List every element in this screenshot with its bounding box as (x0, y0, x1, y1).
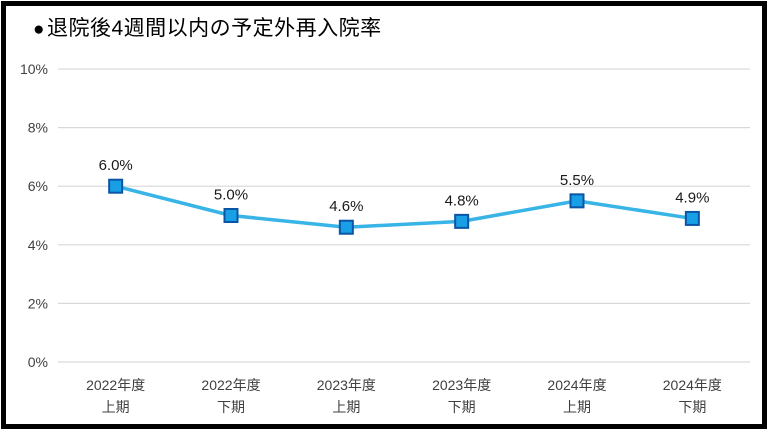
x-tick-label-line1: 2022年度 (201, 377, 260, 393)
title-bullet-icon: ● (33, 19, 45, 40)
y-tick-label: 6% (28, 178, 48, 194)
y-tick-label: 0% (28, 354, 48, 370)
y-tick-label: 10% (20, 61, 48, 77)
data-label: 6.0% (99, 157, 133, 174)
y-tick-label: 8% (28, 120, 48, 136)
data-point-marker (684, 210, 700, 226)
data-point-marker (569, 193, 585, 209)
x-tick-label-line1: 2024年度 (663, 377, 722, 393)
chart-title: ●退院後4週間以内の予定外再入院率 (33, 16, 382, 43)
chart-title-text: 退院後4週間以内の予定外再入院率 (46, 17, 382, 40)
x-tick-label-line1: 2023年度 (432, 377, 491, 393)
x-tick-label-line2: 上期 (563, 399, 591, 415)
x-tick-label-line2: 下期 (678, 399, 706, 415)
data-point-marker (108, 178, 124, 194)
data-label: 4.8% (445, 192, 479, 209)
data-label: 5.0% (214, 187, 248, 204)
y-tick-label: 2% (28, 295, 48, 311)
x-tick-label-line2: 下期 (448, 399, 476, 415)
data-label: 5.5% (560, 172, 594, 189)
data-point-marker (338, 219, 354, 235)
x-tick-label-line2: 下期 (217, 399, 245, 415)
data-label: 4.6% (329, 198, 363, 215)
line-chart-canvas: 0% 2% 4% 6% 8% 10% 6.0% 5.0% 4.6% 4.8% 5.5% 4.9% 202… (20, 61, 750, 415)
series-line (113, 184, 695, 229)
x-tick-label-line1: 2023年度 (317, 377, 376, 393)
x-tick-label-line1: 2022年度 (86, 377, 145, 393)
x-tick-label-line1: 2024年度 (547, 377, 606, 393)
data-label: 4.9% (675, 189, 709, 206)
data-point-marker (223, 208, 239, 223)
x-tick-label-line2: 上期 (332, 399, 360, 415)
data-point-marker (454, 213, 470, 229)
x-tick-label-line2: 上期 (102, 399, 130, 415)
y-tick-label: 4% (28, 237, 48, 253)
